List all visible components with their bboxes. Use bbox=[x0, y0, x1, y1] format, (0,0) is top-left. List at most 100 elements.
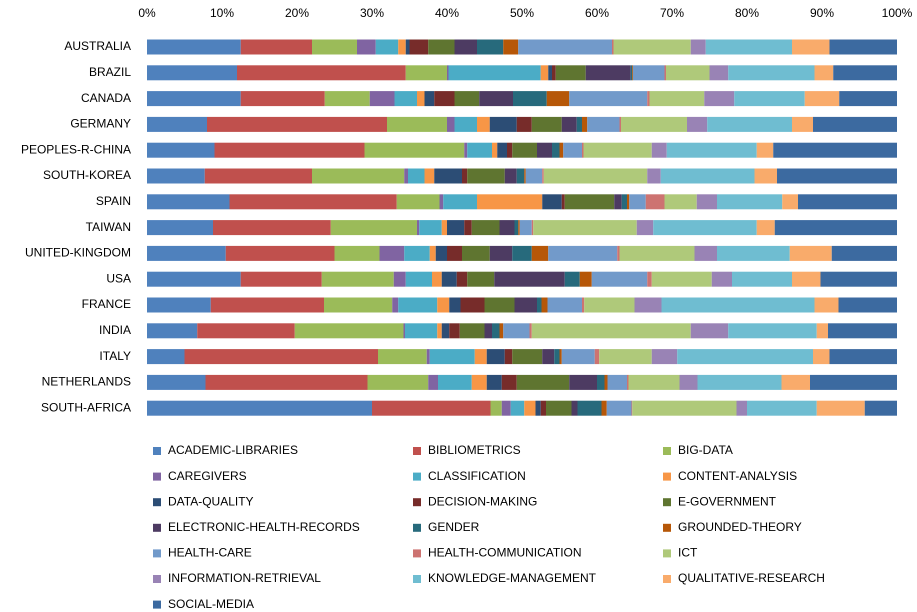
bar-segment bbox=[428, 39, 455, 55]
bar-segment bbox=[441, 323, 450, 339]
bar-segment bbox=[838, 297, 897, 313]
bar-segment bbox=[782, 194, 798, 210]
bar-segment bbox=[454, 39, 477, 55]
bar-segment bbox=[147, 271, 241, 287]
bar-segment bbox=[537, 297, 542, 313]
legend-swatch bbox=[153, 447, 161, 455]
bar-segment bbox=[543, 168, 648, 184]
bar-segment bbox=[184, 349, 378, 365]
bar-segment bbox=[449, 323, 460, 339]
bar-segment bbox=[439, 194, 444, 210]
bar-segment bbox=[694, 245, 717, 261]
bar-segment bbox=[647, 271, 652, 287]
legend-swatch bbox=[413, 472, 421, 481]
y-tick-label: SOUTH-AFRICA bbox=[41, 400, 131, 414]
bar-segment bbox=[561, 194, 565, 210]
bar-segment bbox=[582, 116, 588, 132]
bar-segment bbox=[486, 349, 505, 365]
bar-segment bbox=[617, 245, 620, 261]
bar-segment bbox=[781, 374, 810, 390]
legend-swatch bbox=[153, 575, 161, 583]
bar-segment bbox=[467, 168, 505, 184]
legend-label: ICT bbox=[678, 546, 698, 560]
bar-segment bbox=[614, 194, 622, 210]
legend-swatch bbox=[153, 549, 161, 558]
bar-segment bbox=[312, 39, 357, 55]
bar-segment bbox=[633, 65, 665, 81]
bar-segment bbox=[147, 245, 226, 261]
bar-segment bbox=[864, 400, 897, 416]
legend-swatch bbox=[663, 472, 671, 481]
bar-segment bbox=[477, 116, 490, 132]
bar-segment bbox=[612, 39, 614, 55]
bar-segment bbox=[687, 116, 708, 132]
bar-segment bbox=[489, 245, 513, 261]
bar-segment bbox=[664, 65, 666, 81]
bar-segment bbox=[312, 168, 405, 184]
bar-segment bbox=[486, 374, 502, 390]
bar-segment bbox=[456, 271, 468, 287]
bar-segment bbox=[813, 349, 830, 365]
bar-segment bbox=[417, 91, 425, 107]
bar-segment bbox=[820, 271, 897, 287]
legend-swatch bbox=[663, 549, 671, 558]
bar-segment bbox=[394, 91, 417, 107]
bar-segment bbox=[147, 220, 213, 236]
bar-segment bbox=[393, 271, 406, 287]
bar-segment bbox=[569, 91, 648, 107]
bar-segment bbox=[717, 245, 790, 261]
bar-segment bbox=[405, 271, 432, 287]
legend-swatch bbox=[413, 498, 421, 507]
bar-segment bbox=[773, 142, 897, 158]
bar-segment bbox=[467, 271, 495, 287]
bar-segment bbox=[810, 374, 897, 390]
bar-segment bbox=[441, 271, 457, 287]
bar-segment bbox=[419, 220, 442, 236]
bar-segment bbox=[321, 271, 394, 287]
y-tick-label: GERMANY bbox=[70, 117, 131, 131]
bar-segment bbox=[417, 220, 420, 236]
bar-segment bbox=[392, 297, 399, 313]
legend-swatch bbox=[663, 447, 671, 455]
bar-segment bbox=[582, 297, 585, 313]
bar-segment bbox=[711, 271, 732, 287]
bar-segment bbox=[504, 168, 517, 184]
y-tick-label: INDIA bbox=[99, 323, 131, 337]
legend-swatch bbox=[413, 523, 421, 532]
bar-segment bbox=[205, 374, 368, 390]
bar-segment bbox=[651, 349, 678, 365]
bar-segment bbox=[516, 116, 532, 132]
bar-segment bbox=[664, 194, 697, 210]
bar-segment bbox=[649, 91, 705, 107]
bar-segment bbox=[647, 168, 661, 184]
bar-segment bbox=[831, 245, 897, 261]
legend-swatch bbox=[153, 600, 161, 609]
bar-segment bbox=[214, 142, 365, 158]
bar-segment bbox=[484, 323, 492, 339]
bar-segment bbox=[369, 91, 395, 107]
bar-segment bbox=[524, 168, 526, 184]
y-tick-label: NETHERLANDS bbox=[42, 375, 131, 389]
bar-segment bbox=[564, 194, 615, 210]
bar-segment bbox=[438, 374, 472, 390]
bar-segment bbox=[525, 168, 543, 184]
bar-segment bbox=[599, 349, 652, 365]
bar-segment bbox=[792, 116, 813, 132]
bar-segment bbox=[454, 116, 477, 132]
bar-segment bbox=[474, 349, 487, 365]
bar-segment bbox=[492, 142, 498, 158]
bar-segment bbox=[816, 400, 865, 416]
bar-segment bbox=[447, 220, 465, 236]
bar-segment bbox=[728, 323, 817, 339]
bar-segment bbox=[814, 65, 834, 81]
x-tick-label: 90% bbox=[810, 6, 834, 20]
bar-segment bbox=[237, 65, 406, 81]
x-tick-label: 10% bbox=[210, 6, 234, 20]
bar-segment bbox=[447, 245, 462, 261]
bar-segment bbox=[547, 297, 582, 313]
bar-segment bbox=[494, 271, 565, 287]
legend-label: BIBLIOMETRICS bbox=[428, 443, 521, 457]
bar-segment bbox=[632, 400, 737, 416]
bar-segment bbox=[405, 323, 438, 339]
bar-segment bbox=[660, 168, 755, 184]
